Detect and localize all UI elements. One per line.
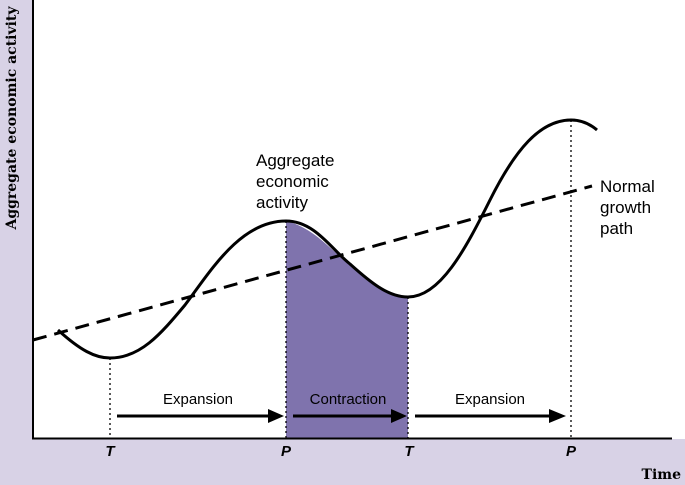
expansion-arrowhead-2 xyxy=(549,409,566,423)
expansion-arrowhead-1 xyxy=(268,409,284,423)
aggregate-activity-curve xyxy=(56,118,598,360)
curve-annotation-line-1: Aggregate xyxy=(256,151,335,170)
trend-annotation-line-3: path xyxy=(600,219,634,238)
tick-label-peak-1: P xyxy=(280,443,292,460)
curve-annotation-line-3: activity xyxy=(256,193,308,212)
curve-annotation: Aggregate economic activity xyxy=(256,150,334,213)
contraction-arrowhead xyxy=(391,409,407,423)
y-axis-title: Aggregate economic activity xyxy=(4,6,20,230)
phase-label-expansion-1: Expansion xyxy=(162,391,234,408)
phase-label-expansion-2: Expansion xyxy=(454,391,526,408)
tick-label-peak-2: P xyxy=(565,443,577,460)
trend-annotation-line-1: Normal xyxy=(600,177,655,196)
tick-label-trough-1: T xyxy=(105,443,115,460)
tick-label-trough-2: T xyxy=(404,443,414,460)
phase-label-contraction: Contraction xyxy=(309,391,387,408)
curve-annotation-line-2: economic xyxy=(256,172,329,191)
normal-growth-path-line xyxy=(32,184,593,342)
contraction-shading xyxy=(286,221,408,439)
x-axis-title: Time xyxy=(641,467,681,483)
trend-annotation: Normal growth path xyxy=(600,176,655,239)
trend-annotation-line-2: growth xyxy=(600,198,652,217)
